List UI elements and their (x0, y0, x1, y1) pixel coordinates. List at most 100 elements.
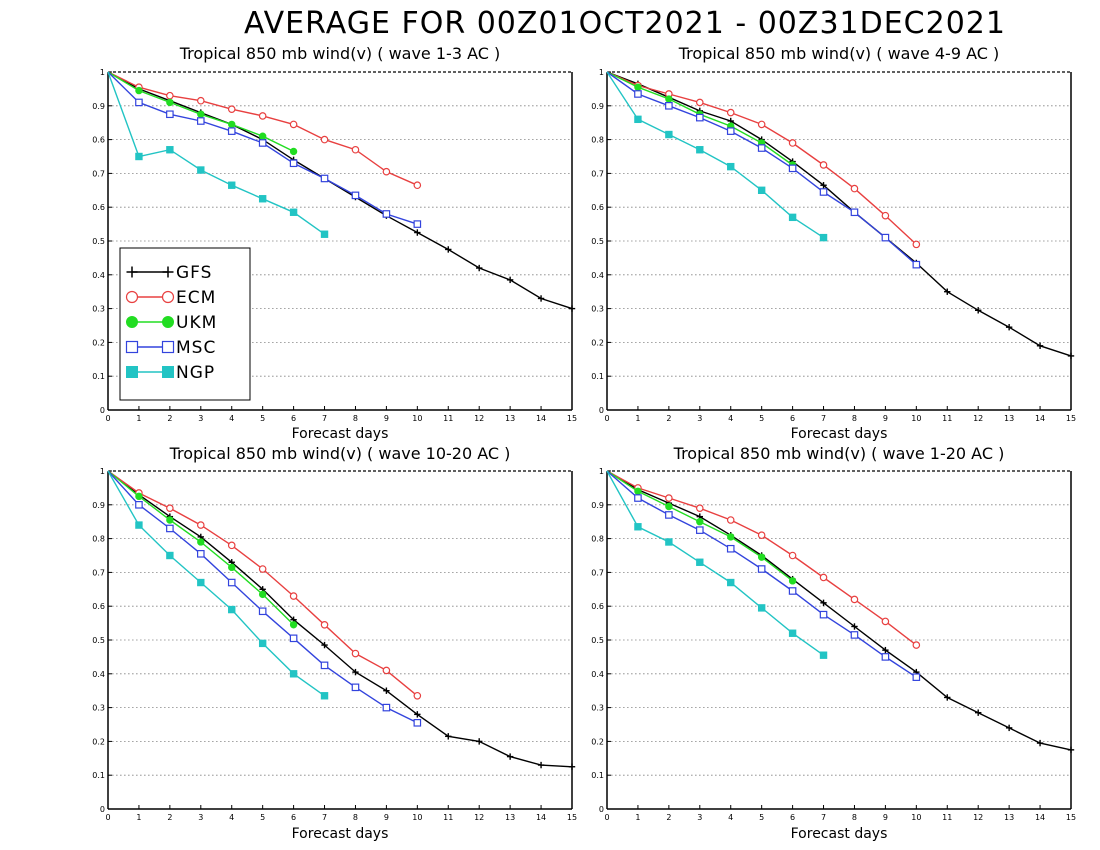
data-point-ecm (819, 161, 828, 169)
legend-item-msc: MSC (125, 338, 215, 358)
x-tick-label: 2 (666, 813, 671, 822)
data-point-msc (819, 610, 828, 619)
data-point-msc (289, 159, 298, 168)
series-line-ngp (606, 71, 824, 239)
data-point-ecm (912, 641, 921, 649)
data-point-ngp (258, 639, 267, 648)
series-line-gfs (107, 71, 573, 310)
data-point-ecm (166, 91, 174, 100)
x-tick-label: 3 (697, 414, 702, 423)
x-tick-label: 1 (136, 414, 141, 423)
series-line-ecm (606, 71, 917, 245)
data-point-gfs (445, 733, 452, 740)
data-point-ecm (413, 691, 422, 700)
x-tick-label: 14 (536, 813, 546, 822)
legend-item-ngp: NGP (126, 363, 214, 383)
data-point-msc (850, 208, 859, 217)
legend: GFS ECM UKM MSC NGP (119, 247, 251, 401)
data-point-ukm (727, 533, 735, 541)
data-point-ecm (788, 139, 797, 147)
y-tick-label: 0.7 (591, 169, 604, 178)
y-tick-label: 0.2 (591, 737, 604, 746)
data-point-ukm (665, 95, 673, 103)
data-point-gfs (1067, 352, 1075, 360)
data-point-ecm (258, 565, 267, 573)
data-point-ngp (634, 115, 642, 124)
x-tick-label: 12 (474, 813, 484, 822)
data-point-gfs (383, 687, 390, 694)
y-tick-label: 0.4 (591, 670, 604, 679)
series-line-ngp (606, 470, 824, 656)
data-point-msc (227, 127, 236, 135)
series-line-ngp (107, 71, 325, 235)
x-tick-label: 12 (474, 414, 484, 423)
panel-xlabel-0: Forecast days (291, 426, 389, 442)
data-point-msc (788, 587, 797, 595)
data-point-msc (634, 90, 642, 98)
data-point-ngp (696, 558, 704, 566)
data-point-ngp (665, 130, 673, 139)
data-point-ukm (228, 563, 236, 572)
data-point-gfs (476, 264, 483, 272)
data-point-gfs (537, 761, 545, 769)
y-tick-label: 0.2 (92, 338, 105, 347)
data-point-ecm (757, 531, 766, 540)
data-point-ukm (166, 98, 174, 107)
data-point-msc (197, 550, 205, 558)
legend-marker (126, 316, 138, 328)
legend-marker (162, 316, 174, 328)
data-point-msc (912, 260, 921, 269)
y-tick-label: 0.1 (92, 372, 105, 381)
data-point-ngp (788, 629, 797, 637)
data-point-msc (726, 544, 735, 553)
data-point-ukm (634, 487, 642, 495)
x-tick-label: 8 (852, 813, 857, 822)
legend-marker (162, 366, 174, 378)
data-point-ngp (320, 230, 329, 238)
data-point-msc (227, 578, 236, 587)
panel-title-3: Tropical 850 mb wind(v) ( wave 1-20 AC ) (673, 444, 1005, 463)
data-point-ukm (258, 590, 267, 599)
x-tick-label: 13 (1004, 414, 1014, 423)
series-line-ngp (107, 470, 325, 697)
y-tick-label: 0.9 (591, 501, 604, 510)
data-point-msc (695, 526, 704, 534)
data-point-ecm (819, 573, 828, 582)
data-point-ecm (289, 592, 298, 600)
data-point-ngp (289, 670, 298, 678)
data-point-ecm (881, 211, 890, 220)
x-tick-label: 2 (167, 813, 172, 822)
data-point-ecm (726, 108, 735, 117)
x-tick-label: 14 (536, 414, 546, 423)
series-line-ecm (107, 470, 418, 697)
data-point-ngp (135, 152, 143, 161)
series-line-ecm (107, 71, 418, 186)
x-tick-label: 5 (260, 813, 265, 822)
data-point-msc (135, 501, 143, 509)
y-tick-label: 0.4 (92, 670, 105, 679)
y-tick-label: 0 (100, 805, 105, 814)
panel-title-2: Tropical 850 mb wind(v) ( wave 10-20 AC … (169, 444, 511, 463)
legend-label: GFS (176, 263, 212, 283)
data-point-gfs (414, 711, 421, 718)
y-tick-label: 0 (599, 406, 604, 415)
x-tick-label: 11 (443, 813, 453, 822)
data-point-ngp (727, 578, 735, 587)
y-tick-label: 0.5 (92, 636, 105, 645)
data-point-ecm (197, 96, 205, 105)
x-tick-label: 15 (567, 813, 577, 822)
x-tick-label: 8 (353, 813, 358, 822)
data-point-ecm (382, 167, 391, 176)
x-tick-label: 6 (291, 414, 296, 423)
data-point-msc (665, 511, 673, 519)
x-tick-label: 13 (505, 813, 515, 822)
data-point-msc (726, 127, 735, 135)
y-tick-label: 0.6 (92, 602, 105, 611)
data-point-ngp (696, 146, 704, 154)
y-tick-label: 0.3 (92, 305, 105, 314)
x-tick-label: 11 (443, 414, 453, 423)
legend-item-ukm: UKM (126, 313, 216, 333)
x-tick-label: 5 (759, 813, 764, 822)
series-line-gfs (107, 470, 573, 768)
